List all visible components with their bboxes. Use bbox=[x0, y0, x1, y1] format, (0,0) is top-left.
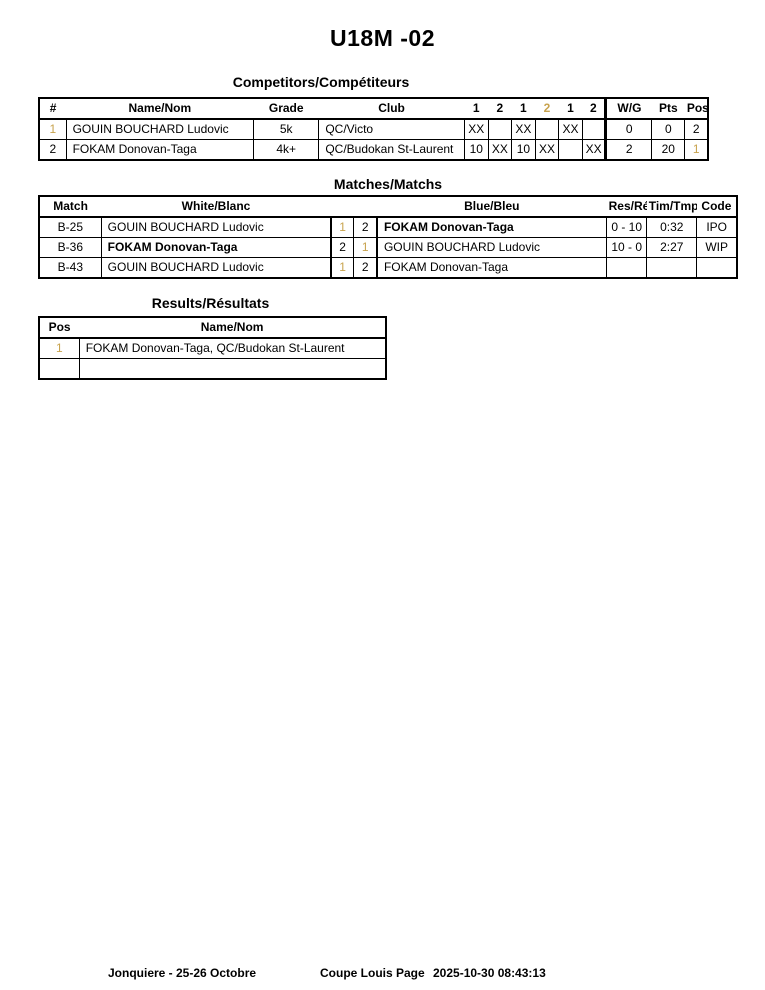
score-cell: XX bbox=[463, 118, 489, 140]
matches-header-row: Match White/Blanc Blue/Bleu Res/Rés Tim/… bbox=[39, 195, 737, 218]
result-row bbox=[38, 358, 387, 380]
competitor-number-cell: 2 bbox=[38, 139, 67, 161]
match-id-cell: B-43 bbox=[38, 257, 102, 279]
competitor-grade-cell: 5k bbox=[253, 118, 320, 140]
match-id-cell: B-36 bbox=[38, 237, 102, 258]
time-cell: 0:32 bbox=[646, 216, 698, 238]
result-row: 1 FOKAM Donovan-Taga, QC/Budokan St-Laur… bbox=[38, 337, 387, 359]
time-cell bbox=[646, 257, 698, 279]
blue-number-cell: 2 bbox=[353, 257, 378, 279]
position-cell: 2 bbox=[684, 118, 709, 140]
white-number-cell: 1 bbox=[329, 257, 355, 279]
competitors-header-row: # Name/Nom Grade Club 1 2 1 2 1 2 W/G Pt… bbox=[39, 97, 708, 120]
score-cell bbox=[582, 118, 607, 140]
position-cell: 1 bbox=[684, 139, 709, 161]
score-cell: XX bbox=[582, 139, 607, 161]
header-club: Club bbox=[318, 97, 465, 120]
result-name-cell: FOKAM Donovan-Taga, QC/Budokan St-Lauren… bbox=[78, 337, 387, 359]
footer-timestamp: 2025-10-30 08:43:13 bbox=[433, 966, 546, 980]
header-name: Name/Nom bbox=[79, 316, 386, 339]
competitor-row: 1 GOUIN BOUCHARD Ludovic 5k QC/Victo XX … bbox=[38, 118, 709, 140]
results-header-row: Pos Name/Nom bbox=[39, 316, 386, 339]
score-cell bbox=[557, 139, 584, 161]
results-heading: Results/Résultats bbox=[151, 295, 270, 311]
matches-table: Match White/Blanc Blue/Bleu Res/Rés Tim/… bbox=[38, 195, 738, 279]
code-cell: WIP bbox=[696, 237, 738, 258]
white-name-cell: FOKAM Donovan-Taga bbox=[100, 237, 332, 258]
blue-name-cell: FOKAM Donovan-Taga bbox=[376, 216, 608, 238]
header-wins-games: W/G bbox=[604, 97, 652, 120]
header-white-num bbox=[330, 195, 354, 218]
competitors-heading: Competitors/Compétiteurs bbox=[232, 74, 410, 90]
header-position: Pos bbox=[684, 97, 708, 120]
points-cell: 20 bbox=[651, 139, 686, 161]
header-number: # bbox=[39, 97, 67, 120]
header-round-4: 2 bbox=[535, 97, 559, 120]
results-table: Pos Name/Nom 1 FOKAM Donovan-Taga, QC/Bu… bbox=[38, 316, 387, 380]
white-number-cell: 1 bbox=[329, 216, 355, 238]
footer-event-name: Coupe Louis Page bbox=[320, 966, 425, 980]
score-cell bbox=[487, 118, 512, 140]
header-blue-num bbox=[353, 195, 377, 218]
blue-number-cell: 2 bbox=[353, 216, 378, 238]
points-cell: 0 bbox=[651, 118, 686, 140]
result-name-cell bbox=[78, 358, 387, 380]
footer-location: Jonquiere - 25-26 Octobre bbox=[108, 966, 257, 980]
white-name-cell: GOUIN BOUCHARD Ludovic bbox=[100, 216, 332, 238]
header-round-6: 2 bbox=[582, 97, 606, 120]
score-cell: 10 bbox=[463, 139, 489, 161]
result-position-cell bbox=[38, 358, 80, 380]
competitor-number-cell: 1 bbox=[38, 118, 67, 140]
header-time: Tim/Tmp bbox=[646, 195, 697, 218]
wins-games-cell: 2 bbox=[604, 139, 653, 161]
matches-heading: Matches/Matchs bbox=[333, 176, 443, 192]
competitor-row: 2 FOKAM Donovan-Taga 4k+ QC/Budokan St-L… bbox=[38, 139, 709, 161]
header-blue: Blue/Bleu bbox=[376, 195, 607, 218]
match-id-cell: B-25 bbox=[38, 216, 102, 238]
header-round-1: 1 bbox=[464, 97, 489, 120]
code-cell: IPO bbox=[696, 216, 738, 238]
time-cell: 2:27 bbox=[646, 237, 698, 258]
result-cell: 0 - 10 bbox=[606, 216, 648, 238]
header-code: Code bbox=[696, 195, 737, 218]
code-cell bbox=[696, 257, 738, 279]
result-cell: 10 - 0 bbox=[606, 237, 648, 258]
header-position: Pos bbox=[39, 316, 80, 339]
header-round-2: 2 bbox=[488, 97, 512, 120]
result-position-cell: 1 bbox=[38, 337, 80, 359]
match-row: B-36 FOKAM Donovan-Taga 2 1 GOUIN BOUCHA… bbox=[38, 237, 738, 258]
blue-number-cell: 1 bbox=[353, 237, 378, 258]
white-name-cell: GOUIN BOUCHARD Ludovic bbox=[100, 257, 332, 279]
header-round-3: 1 bbox=[511, 97, 536, 120]
blue-name-cell: FOKAM Donovan-Taga bbox=[376, 257, 608, 279]
wins-games-cell: 0 bbox=[604, 118, 653, 140]
result-cell bbox=[606, 257, 648, 279]
match-row: B-25 GOUIN BOUCHARD Ludovic 1 2 FOKAM Do… bbox=[38, 216, 738, 238]
header-result: Res/Rés bbox=[606, 195, 647, 218]
competitors-table: # Name/Nom Grade Club 1 2 1 2 1 2 W/G Pt… bbox=[38, 97, 709, 161]
blue-name-cell: GOUIN BOUCHARD Ludovic bbox=[376, 237, 608, 258]
competitor-grade-cell: 4k+ bbox=[253, 139, 320, 161]
score-cell bbox=[534, 118, 559, 140]
header-points: Pts bbox=[651, 97, 685, 120]
header-match: Match bbox=[39, 195, 102, 218]
header-grade: Grade bbox=[253, 97, 319, 120]
score-cell: XX bbox=[534, 139, 559, 161]
header-name: Name/Nom bbox=[66, 97, 254, 120]
score-cell: XX bbox=[487, 139, 512, 161]
score-cell: XX bbox=[510, 118, 536, 140]
header-round-5: 1 bbox=[558, 97, 583, 120]
score-cell: XX bbox=[557, 118, 584, 140]
page-title: U18M -02 bbox=[330, 25, 435, 51]
competitor-name-cell: GOUIN BOUCHARD Ludovic bbox=[65, 118, 255, 140]
competitor-name-cell: FOKAM Donovan-Taga bbox=[65, 139, 255, 161]
competitor-club-cell: QC/Budokan St-Laurent bbox=[318, 139, 465, 161]
header-white: White/Blanc bbox=[101, 195, 331, 218]
match-row: B-43 GOUIN BOUCHARD Ludovic 1 2 FOKAM Do… bbox=[38, 257, 738, 279]
competitor-club-cell: QC/Victo bbox=[318, 118, 465, 140]
score-cell: 10 bbox=[510, 139, 536, 161]
white-number-cell: 2 bbox=[329, 237, 355, 258]
